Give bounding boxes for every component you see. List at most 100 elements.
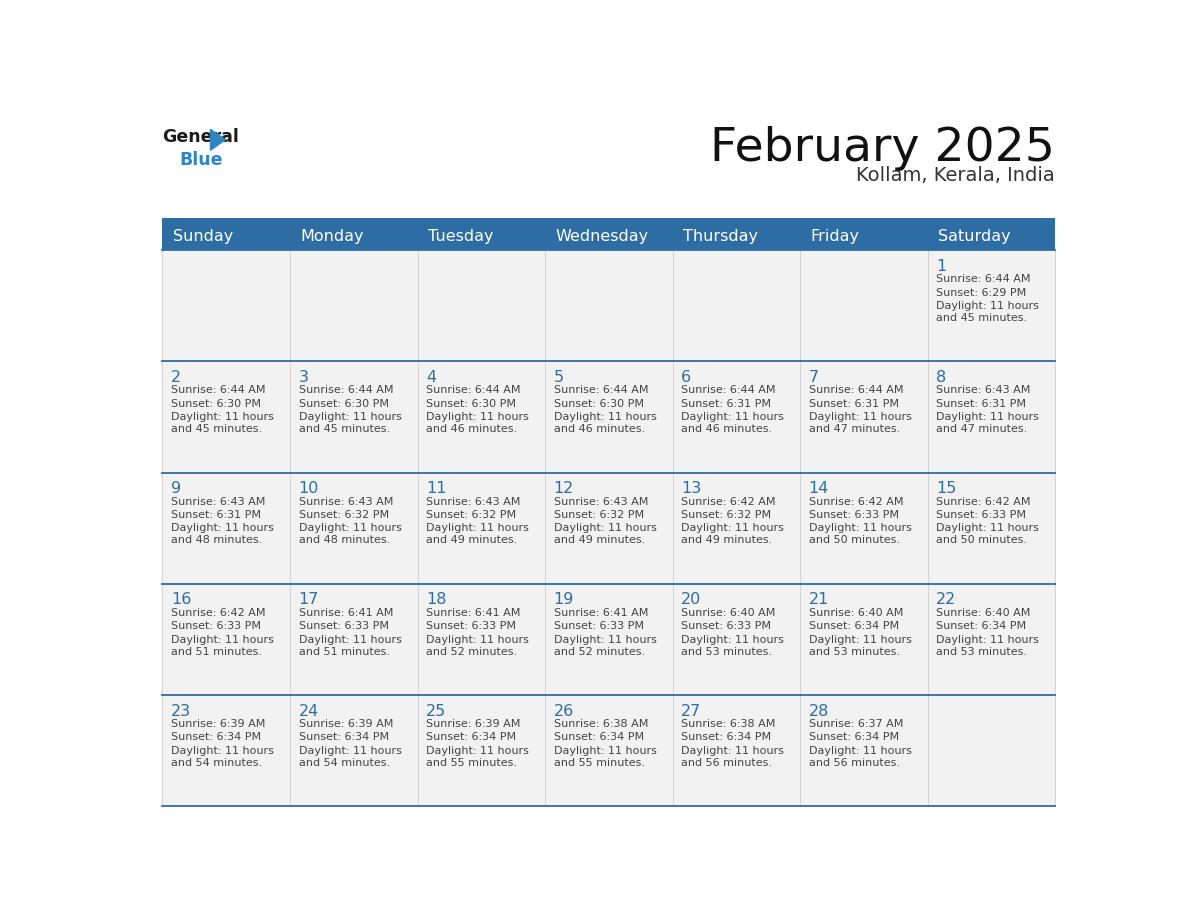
Text: Sunrise: 6:37 AM: Sunrise: 6:37 AM: [809, 719, 903, 729]
Text: Daylight: 11 hours: Daylight: 11 hours: [809, 745, 911, 756]
Text: and 46 minutes.: and 46 minutes.: [681, 424, 772, 434]
Text: Daylight: 11 hours: Daylight: 11 hours: [426, 745, 529, 756]
Text: Sunset: 6:34 PM: Sunset: 6:34 PM: [809, 733, 899, 743]
Text: and 47 minutes.: and 47 minutes.: [809, 424, 901, 434]
Text: and 53 minutes.: and 53 minutes.: [936, 646, 1028, 656]
Text: Sunrise: 6:43 AM: Sunrise: 6:43 AM: [171, 497, 265, 507]
Text: 28: 28: [809, 703, 829, 719]
Text: Sunset: 6:32 PM: Sunset: 6:32 PM: [681, 510, 771, 520]
Text: Daylight: 11 hours: Daylight: 11 hours: [298, 523, 402, 533]
Text: and 54 minutes.: and 54 minutes.: [298, 757, 390, 767]
Text: Sunrise: 6:38 AM: Sunrise: 6:38 AM: [554, 719, 647, 729]
Text: 7: 7: [809, 370, 819, 385]
Text: 19: 19: [554, 592, 574, 608]
Text: Sunrise: 6:38 AM: Sunrise: 6:38 AM: [681, 719, 776, 729]
Text: Sunset: 6:32 PM: Sunset: 6:32 PM: [298, 510, 388, 520]
Text: and 52 minutes.: and 52 minutes.: [426, 646, 517, 656]
Text: Sunset: 6:31 PM: Sunset: 6:31 PM: [936, 398, 1026, 409]
Text: and 55 minutes.: and 55 minutes.: [554, 757, 645, 767]
Text: Daylight: 11 hours: Daylight: 11 hours: [298, 745, 402, 756]
Text: Sunset: 6:30 PM: Sunset: 6:30 PM: [171, 398, 261, 409]
Text: Daylight: 11 hours: Daylight: 11 hours: [171, 523, 274, 533]
Text: 13: 13: [681, 481, 701, 496]
Bar: [163, 584, 1055, 695]
Text: and 45 minutes.: and 45 minutes.: [936, 313, 1028, 323]
Text: Daylight: 11 hours: Daylight: 11 hours: [426, 412, 529, 422]
Text: 15: 15: [936, 481, 956, 496]
Text: Sunrise: 6:43 AM: Sunrise: 6:43 AM: [554, 497, 647, 507]
Text: and 54 minutes.: and 54 minutes.: [171, 757, 263, 767]
Text: Sunset: 6:34 PM: Sunset: 6:34 PM: [681, 733, 771, 743]
Text: Daylight: 11 hours: Daylight: 11 hours: [681, 634, 784, 644]
Text: and 56 minutes.: and 56 minutes.: [809, 757, 899, 767]
Text: and 53 minutes.: and 53 minutes.: [681, 646, 772, 656]
Text: 21: 21: [809, 592, 829, 608]
Text: Sunrise: 6:40 AM: Sunrise: 6:40 AM: [936, 608, 1031, 618]
Text: Sunrise: 6:40 AM: Sunrise: 6:40 AM: [681, 608, 776, 618]
Text: Sunrise: 6:40 AM: Sunrise: 6:40 AM: [809, 608, 903, 618]
Text: Daylight: 11 hours: Daylight: 11 hours: [681, 745, 784, 756]
Text: Sunset: 6:33 PM: Sunset: 6:33 PM: [554, 621, 644, 632]
Text: 25: 25: [426, 703, 447, 719]
Text: Sunset: 6:30 PM: Sunset: 6:30 PM: [426, 398, 516, 409]
Text: Sunrise: 6:44 AM: Sunrise: 6:44 AM: [171, 386, 265, 396]
Text: Daylight: 11 hours: Daylight: 11 hours: [681, 523, 784, 533]
Text: Sunrise: 6:39 AM: Sunrise: 6:39 AM: [171, 719, 265, 729]
Text: Sunset: 6:34 PM: Sunset: 6:34 PM: [298, 733, 388, 743]
Text: Daylight: 11 hours: Daylight: 11 hours: [554, 412, 657, 422]
Text: Sunrise: 6:44 AM: Sunrise: 6:44 AM: [809, 386, 903, 396]
Bar: [163, 251, 1055, 362]
Text: and 49 minutes.: and 49 minutes.: [426, 535, 517, 545]
Text: Sunday: Sunday: [172, 229, 233, 243]
Text: Daylight: 11 hours: Daylight: 11 hours: [809, 523, 911, 533]
Text: Sunrise: 6:41 AM: Sunrise: 6:41 AM: [554, 608, 647, 618]
Bar: [163, 362, 1055, 473]
Text: Sunrise: 6:44 AM: Sunrise: 6:44 AM: [298, 386, 393, 396]
Bar: [163, 695, 1055, 806]
Text: Sunrise: 6:44 AM: Sunrise: 6:44 AM: [681, 386, 776, 396]
Text: Sunrise: 6:43 AM: Sunrise: 6:43 AM: [936, 386, 1031, 396]
Text: and 56 minutes.: and 56 minutes.: [681, 757, 772, 767]
Text: General: General: [163, 128, 239, 146]
Text: 9: 9: [171, 481, 181, 496]
Text: Friday: Friday: [810, 229, 859, 243]
Text: Sunrise: 6:39 AM: Sunrise: 6:39 AM: [426, 719, 520, 729]
Text: Sunrise: 6:43 AM: Sunrise: 6:43 AM: [298, 497, 393, 507]
Bar: [163, 218, 1055, 222]
Text: and 45 minutes.: and 45 minutes.: [171, 424, 263, 434]
Text: 14: 14: [809, 481, 829, 496]
Text: 8: 8: [936, 370, 947, 385]
Text: 11: 11: [426, 481, 447, 496]
Text: Daylight: 11 hours: Daylight: 11 hours: [171, 412, 274, 422]
Text: 24: 24: [298, 703, 318, 719]
Bar: [163, 222, 1055, 251]
Text: Daylight: 11 hours: Daylight: 11 hours: [554, 634, 657, 644]
Text: Blue: Blue: [179, 151, 223, 169]
Text: Daylight: 11 hours: Daylight: 11 hours: [426, 523, 529, 533]
Text: Sunset: 6:30 PM: Sunset: 6:30 PM: [298, 398, 388, 409]
Text: 27: 27: [681, 703, 701, 719]
Text: and 50 minutes.: and 50 minutes.: [809, 535, 899, 545]
Text: Sunrise: 6:44 AM: Sunrise: 6:44 AM: [554, 386, 649, 396]
Text: 10: 10: [298, 481, 318, 496]
Text: and 50 minutes.: and 50 minutes.: [936, 535, 1028, 545]
Text: and 49 minutes.: and 49 minutes.: [681, 535, 772, 545]
Text: Daylight: 11 hours: Daylight: 11 hours: [936, 412, 1040, 422]
Text: 17: 17: [298, 592, 318, 608]
Text: Daylight: 11 hours: Daylight: 11 hours: [171, 634, 274, 644]
Text: Sunset: 6:29 PM: Sunset: 6:29 PM: [936, 287, 1026, 297]
Text: and 51 minutes.: and 51 minutes.: [171, 646, 263, 656]
Text: 2: 2: [171, 370, 181, 385]
Text: and 46 minutes.: and 46 minutes.: [554, 424, 645, 434]
Text: and 45 minutes.: and 45 minutes.: [298, 424, 390, 434]
Text: Sunrise: 6:42 AM: Sunrise: 6:42 AM: [171, 608, 265, 618]
Text: and 47 minutes.: and 47 minutes.: [936, 424, 1028, 434]
Text: 1: 1: [936, 259, 947, 274]
Text: 4: 4: [426, 370, 436, 385]
Text: Sunset: 6:33 PM: Sunset: 6:33 PM: [298, 621, 388, 632]
Text: and 46 minutes.: and 46 minutes.: [426, 424, 517, 434]
Text: Sunset: 6:31 PM: Sunset: 6:31 PM: [681, 398, 771, 409]
Text: and 53 minutes.: and 53 minutes.: [809, 646, 899, 656]
Text: Sunset: 6:33 PM: Sunset: 6:33 PM: [936, 510, 1026, 520]
Text: 5: 5: [554, 370, 564, 385]
